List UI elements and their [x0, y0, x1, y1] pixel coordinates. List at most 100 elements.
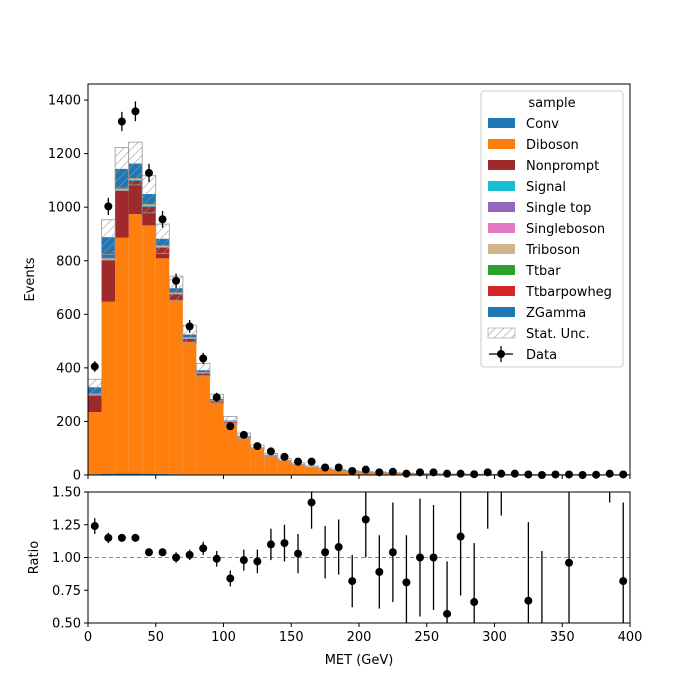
- data-points: [90, 101, 628, 479]
- legend-swatch: [488, 139, 515, 149]
- x-tick-label: 200: [347, 630, 372, 645]
- data-point: [524, 470, 533, 479]
- data-point: [429, 468, 438, 477]
- data-point: [226, 422, 235, 431]
- stat-unc-box: [195, 363, 211, 378]
- x-tick-label: 250: [414, 630, 439, 645]
- bar: [182, 341, 197, 475]
- bar: [318, 468, 332, 475]
- bar: [128, 180, 143, 215]
- y-tick-label: 600: [56, 308, 81, 323]
- bar: [128, 214, 143, 474]
- ratio-y-tick-label: 0.75: [52, 584, 81, 599]
- legend-swatch: [488, 286, 515, 296]
- data-point: [172, 276, 181, 285]
- data-point: [294, 457, 303, 466]
- data-point: [470, 470, 479, 479]
- legend-swatch: [488, 307, 515, 317]
- ratio-point: [470, 598, 479, 607]
- data-point: [280, 452, 289, 461]
- ratio-point: [90, 522, 99, 531]
- ratio-point: [443, 609, 452, 618]
- legend-entry: Ttbarpowheg: [525, 285, 612, 300]
- data-point: [443, 469, 452, 478]
- bar: [264, 455, 278, 475]
- legend-entry: Nonprompt: [526, 159, 599, 174]
- legend-swatch: [488, 265, 515, 275]
- y-tick-label: 1000: [48, 201, 81, 216]
- bar: [101, 260, 116, 302]
- x-tick-label: 400: [618, 630, 643, 645]
- legend-swatch: [488, 160, 515, 170]
- data-point: [185, 322, 194, 331]
- ratio-point: [375, 567, 384, 576]
- x-tick-label: 100: [211, 630, 236, 645]
- data-point: [117, 117, 126, 126]
- y-tick-label: 200: [56, 415, 81, 430]
- legend-title: sample: [528, 96, 575, 111]
- y-tick-label: 0: [73, 469, 81, 484]
- bar: [101, 258, 116, 260]
- bar: [304, 466, 319, 475]
- x-tick-label: 0: [84, 630, 92, 645]
- y-tick-label: 1400: [48, 94, 81, 109]
- ratio-point: [253, 557, 262, 566]
- bar: [101, 257, 116, 259]
- ratio-point: [185, 550, 194, 559]
- ratio-y-tick-label: 1.00: [52, 551, 81, 566]
- data-point: [239, 430, 248, 439]
- ratio-point: [131, 533, 140, 542]
- bar: [196, 375, 210, 475]
- bar: [291, 464, 305, 475]
- legend-entry: Signal: [526, 180, 566, 195]
- bar: [169, 300, 183, 475]
- data-point: [483, 468, 492, 477]
- data-point: [415, 468, 424, 477]
- bar: [142, 225, 156, 474]
- x-tick-label: 300: [482, 630, 507, 645]
- data-point: [456, 469, 465, 478]
- data-point: [375, 468, 384, 477]
- series-diboson: [88, 214, 630, 475]
- x-tick-label: 350: [550, 630, 575, 645]
- y-tick-label: 1200: [48, 147, 81, 162]
- legend-entry: Single top: [526, 201, 591, 216]
- data-point: [307, 457, 316, 466]
- stat-unc-box: [87, 378, 102, 396]
- legend-entry: Triboson: [525, 243, 580, 258]
- legend-entry: Singleboson: [526, 222, 605, 237]
- data-point: [619, 470, 628, 479]
- data-point: [348, 466, 357, 475]
- ratio-panel: 0.50 0.75 1.00 1.25 1.50 0 50 100 150 200 250 300 35…: [27, 486, 642, 669]
- legend-entry: Ttbar: [525, 264, 561, 279]
- data-point: [144, 168, 153, 177]
- ratio-point: [117, 533, 126, 542]
- legend-marker: [497, 350, 505, 358]
- legend-entry: Conv: [526, 117, 559, 132]
- ratio-point: [280, 539, 289, 548]
- legend-entry: Diboson: [526, 138, 579, 153]
- bar: [101, 259, 116, 261]
- data-point: [90, 362, 99, 371]
- stat-unc-box: [101, 219, 116, 255]
- data-point: [605, 469, 614, 478]
- y-axis-label: Events: [23, 257, 38, 301]
- bar: [223, 422, 238, 475]
- legend-swatch: [488, 223, 515, 233]
- data-point: [158, 215, 167, 224]
- ratio-point: [307, 498, 316, 507]
- ratio-point: [361, 515, 370, 524]
- ratio-point: [348, 577, 357, 586]
- data-point: [497, 469, 506, 478]
- legend-swatch: [488, 244, 515, 254]
- ratio-point: [239, 556, 248, 565]
- bar: [101, 301, 116, 474]
- legend-entry: ZGamma: [526, 306, 586, 321]
- bar: [155, 473, 170, 475]
- ratio-point: [199, 544, 208, 553]
- ratio-points: [90, 492, 628, 623]
- data-point: [334, 463, 343, 472]
- ratio-point: [294, 549, 303, 558]
- bar: [88, 412, 102, 475]
